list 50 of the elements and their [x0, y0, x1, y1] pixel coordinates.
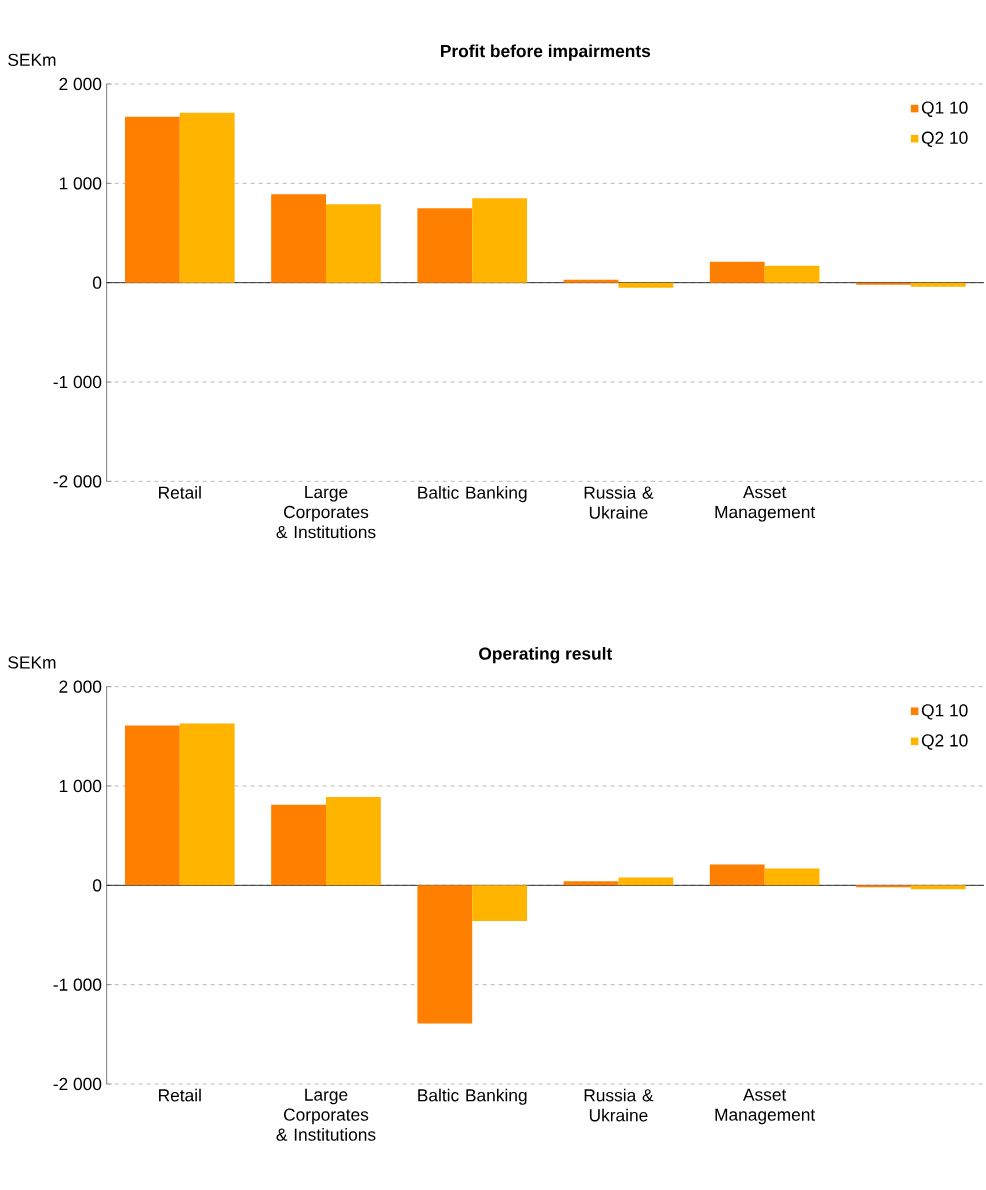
y-tick-label: 2 000 [59, 680, 102, 693]
x-tick-label: Large Corporates & Institutions [276, 1088, 376, 1141]
bar [910, 282, 966, 287]
y-tick-label: 0 [92, 879, 102, 892]
bar [563, 881, 619, 886]
x-tick-label: Russia & Ukraine [584, 486, 654, 519]
bar [764, 868, 820, 886]
bar [326, 796, 381, 886]
bar [709, 864, 765, 886]
y-tick-label: 0 [92, 276, 102, 289]
x-tick-label: Asset Management [715, 486, 816, 522]
bar [618, 282, 674, 288]
bar [472, 198, 528, 283]
legend-label: Q2 10 [921, 734, 968, 750]
bar [910, 885, 966, 890]
y-tick-label: -1 000 [53, 978, 102, 991]
bar [326, 204, 381, 283]
y-tick-label: -1 000 [53, 375, 102, 389]
legend-label: Q1 10 [921, 704, 968, 720]
y-tick-label: 1 000 [59, 177, 102, 190]
x-tick-label: Russia & Ukraine [584, 1088, 654, 1122]
chart-title: Operating result [479, 647, 613, 664]
bar [563, 279, 619, 283]
bar [709, 261, 765, 283]
y-axis-title: SEKm [8, 53, 56, 66]
y-tick-label: 1 000 [59, 779, 102, 793]
x-tick-label: Baltic Banking [418, 486, 527, 503]
bar [472, 885, 528, 922]
x-tick-label: Baltic Banking [418, 1088, 527, 1105]
x-tick-label: Large Corporates & Institutions [276, 486, 376, 539]
bar [124, 725, 180, 886]
y-tick-label: -2 000 [53, 475, 102, 488]
bar [417, 208, 473, 283]
y-tick-label: -2 000 [53, 1077, 102, 1091]
bar [764, 265, 820, 283]
chart-title: Profit before impairments [441, 44, 651, 61]
bar [417, 885, 473, 1024]
legend-label: Q2 10 [921, 131, 968, 148]
bar [179, 723, 235, 886]
bar [618, 877, 674, 886]
legend-label: Q1 10 [921, 101, 968, 117]
x-tick-label: Retail [159, 486, 201, 499]
y-tick-label: 2 000 [59, 77, 102, 91]
bar [179, 112, 235, 283]
x-tick-label: Asset Management [715, 1088, 816, 1125]
x-tick-label: Retail [159, 1088, 201, 1102]
bar [271, 194, 326, 283]
y-axis-title: SEKm [8, 656, 56, 669]
bar [124, 116, 180, 283]
bar [271, 804, 326, 886]
